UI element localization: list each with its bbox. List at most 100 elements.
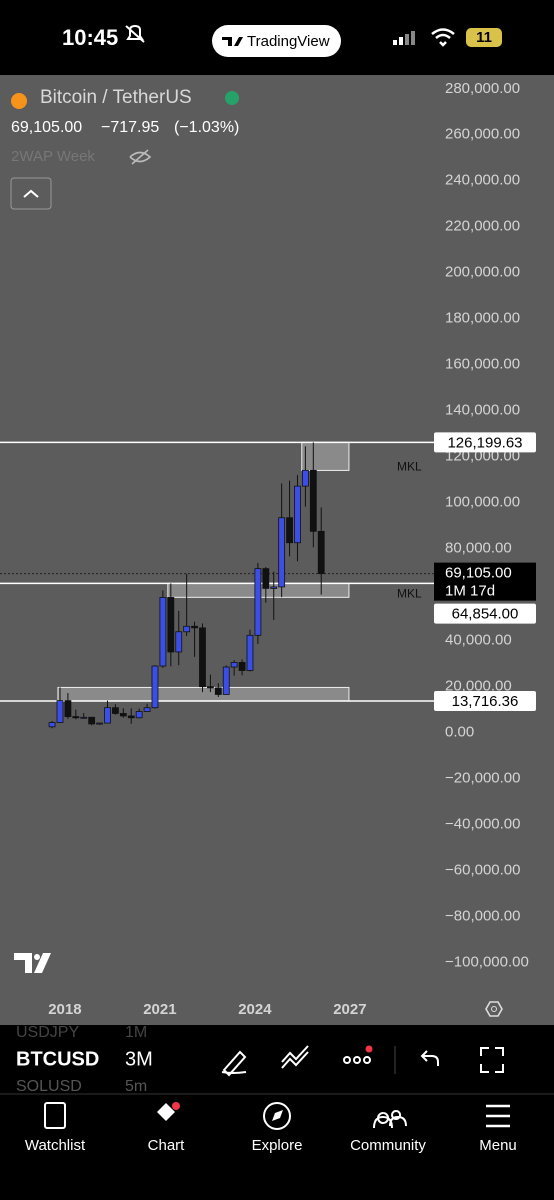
app-pill[interactable] (212, 25, 341, 57)
candle-body (199, 627, 206, 688)
y-tick-label: −100,000.00 (445, 953, 529, 970)
y-tick-label: 40,000.00 (445, 632, 512, 649)
candle-body (278, 517, 286, 588)
candle-body (72, 716, 80, 719)
candle-body (309, 469, 317, 532)
row-symbol[interactable]: BTCUSD (16, 1048, 99, 1070)
notification-dot (365, 1045, 373, 1053)
tab-bar: Watchlist Chart Explore Community Menu (25, 1137, 517, 1154)
chevron (23, 189, 39, 198)
wifi (431, 28, 455, 47)
candle-body (301, 469, 309, 487)
candle-body (135, 711, 143, 719)
candle-body (64, 700, 72, 717)
tv-watermark-dot (34, 954, 40, 960)
indicator[interactable]: 2WAP Week (11, 148, 95, 165)
candle-body (286, 517, 293, 544)
settings-icon[interactable] (485, 1001, 503, 1017)
level-price-box (434, 690, 536, 711)
chart-icon (157, 1103, 175, 1121)
mute-icon (125, 24, 145, 43)
candle-body (238, 662, 246, 671)
clock: 10:45 (62, 25, 118, 50)
y-tick-label: −80,000.00 (445, 907, 521, 924)
tv-watermark (14, 953, 51, 973)
x-tick-label: 2018 (48, 1001, 81, 1018)
battery-level: 11 (476, 29, 492, 46)
candle-body (230, 662, 238, 668)
level-price-box (434, 432, 536, 453)
draw-tool[interactable] (221, 1050, 247, 1077)
row-symbol[interactable]: USDJPY (16, 1024, 79, 1041)
tab[interactable]: Community (350, 1137, 426, 1154)
candle-body (207, 686, 214, 689)
more-tool[interactable] (343, 1056, 371, 1064)
explore-icon (263, 1102, 291, 1130)
last-price-label: 69,105.00 (445, 565, 512, 582)
symbol-name[interactable]: Bitcoin / TetherUS (40, 87, 192, 108)
candle-body (246, 634, 254, 671)
tab[interactable]: Watchlist (25, 1137, 86, 1154)
y-tick-label: 280,000.00 (445, 80, 520, 97)
candle-body (88, 716, 96, 725)
candle-body (151, 665, 159, 709)
y-tick-label: 260,000.00 (445, 126, 520, 143)
change: −717.95 (101, 119, 159, 136)
tab[interactable]: Menu (479, 1137, 517, 1154)
menu-icon (486, 1104, 510, 1128)
candle-body (214, 687, 222, 695)
y-tick-label: 0.00 (445, 723, 474, 740)
battery (466, 28, 502, 47)
candle-body (262, 568, 270, 589)
chart-badge (172, 1102, 180, 1110)
candle-body (167, 597, 175, 653)
candle-body (119, 713, 127, 717)
candle-body (127, 715, 135, 719)
signal (393, 31, 415, 45)
y-tick-label: −60,000.00 (445, 861, 521, 878)
indicators-tool[interactable] (281, 1045, 309, 1069)
zone (57, 686, 350, 702)
y-tick-label: 220,000.00 (445, 218, 520, 235)
change-pct: (−1.03%) (174, 119, 239, 136)
candle-body (112, 707, 119, 714)
app-logo (222, 37, 243, 46)
x-tick-label: 2024 (238, 1001, 272, 1018)
y-tick-label: 80,000.00 (445, 540, 512, 557)
zone-label: MKL (397, 587, 422, 601)
candle-body (191, 625, 198, 629)
candle-body (96, 722, 103, 725)
y-tick-label: 20,000.00 (445, 678, 512, 695)
tab[interactable]: Chart (148, 1137, 186, 1154)
chart-area (0, 75, 554, 1025)
row-symbol[interactable]: SOLUSD (16, 1078, 82, 1095)
last-price-box (434, 562, 536, 601)
y-tick-label: 100,000.00 (445, 494, 520, 511)
watchlist-rows: USDJPY 1M BTCUSD 3M SOLUSD 5m (16, 1024, 153, 1095)
candle-body (159, 597, 167, 667)
explore-needle (272, 1110, 283, 1121)
community-icon (373, 1110, 407, 1129)
candle-body (294, 485, 301, 544)
row-interval[interactable]: 1M (125, 1024, 147, 1041)
visibility-icon[interactable] (129, 149, 152, 165)
y-tick-label: 140,000.00 (445, 402, 520, 419)
undo[interactable] (420, 1050, 439, 1066)
candle-body (175, 631, 183, 653)
market-status (225, 91, 239, 105)
tab[interactable]: Explore (252, 1137, 303, 1154)
candle-body (104, 707, 111, 724)
row-interval[interactable]: 3M (125, 1048, 153, 1070)
candle-body (80, 716, 88, 719)
level-price-label: 64,854.00 (452, 606, 519, 623)
level-price-label: 126,199.63 (447, 434, 522, 451)
level-price-label: 13,716.36 (452, 693, 519, 710)
candle-body (56, 700, 64, 723)
fullscreen[interactable] (480, 1047, 504, 1073)
candle-body (254, 568, 262, 636)
collapse-button[interactable] (10, 177, 52, 210)
x-tick-label: 2021 (143, 1001, 176, 1018)
row-interval[interactable]: 5m (125, 1078, 147, 1095)
countdown: 1M 17d (445, 583, 495, 600)
